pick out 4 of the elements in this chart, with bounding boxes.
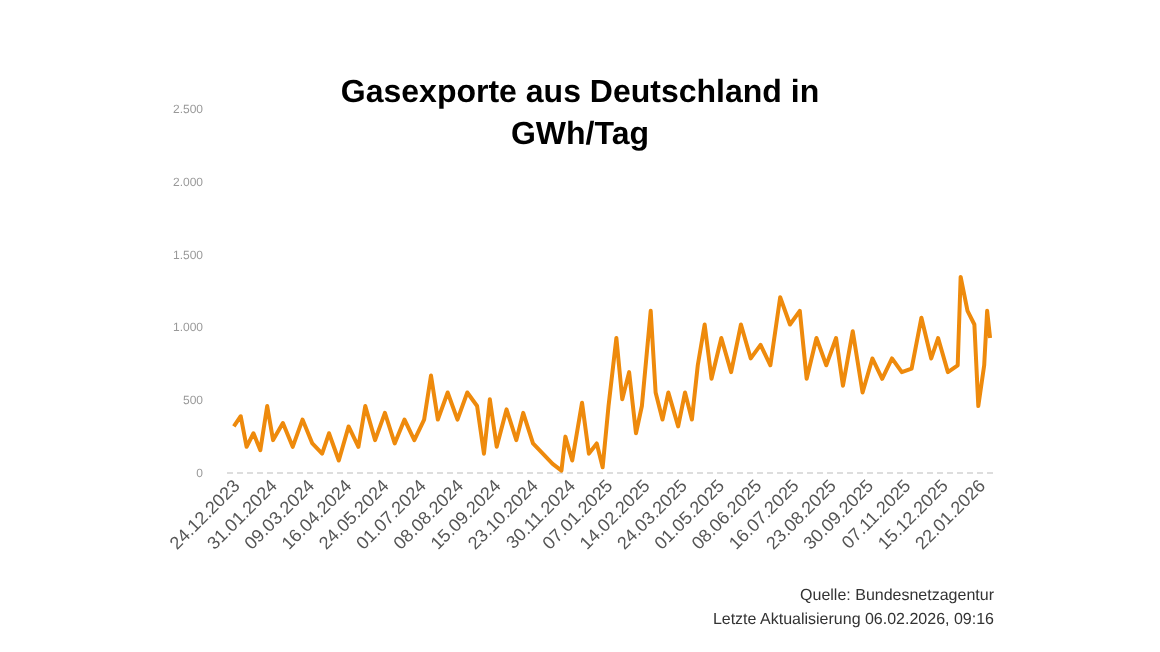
text: Letzte Aktualisierung 06.02.2026, 09:16: [712, 608, 994, 632]
line-series: [231, 274, 993, 473]
chart-title: Gasexporte aus Deutschland in GWh/Tag: [338, 74, 822, 156]
source-note: Quelle: Bundesnetzagentur: [798, 584, 994, 608]
